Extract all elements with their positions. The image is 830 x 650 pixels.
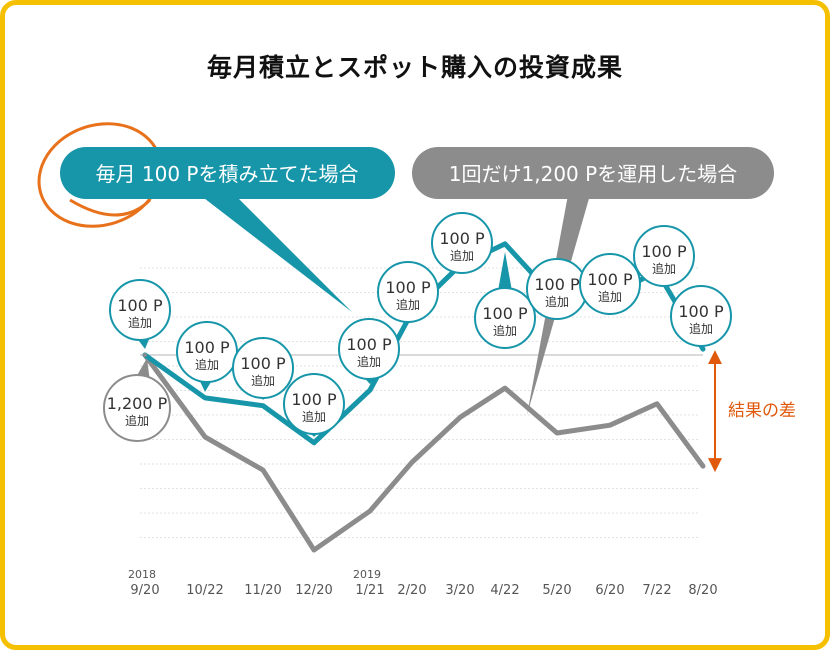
monthly-bubble-6: 100 P追加 bbox=[377, 261, 439, 323]
bubble-circle bbox=[431, 212, 493, 274]
bubble-amount: 100 P bbox=[240, 354, 286, 373]
bubble-amount: 100 P bbox=[439, 229, 485, 248]
x-tick-label: 12/20 bbox=[295, 583, 332, 598]
bubble-amount: 100 P bbox=[291, 390, 337, 409]
monthly-bubble-12: 100 P追加 bbox=[670, 285, 732, 347]
highlight-swoosh bbox=[69, 198, 152, 217]
bubble-circle bbox=[377, 261, 439, 323]
bubble-sub: 追加 bbox=[251, 373, 275, 388]
data-point-spot bbox=[655, 401, 659, 406]
bubble-pointer bbox=[498, 251, 512, 291]
bubble-circle bbox=[103, 374, 171, 442]
bubble-amount: 100 P bbox=[587, 270, 633, 289]
bubble-amount: 100 P bbox=[117, 296, 163, 315]
monthly-bubble-5: 100 P追加 bbox=[338, 318, 400, 385]
x-tick-label: 8/20 bbox=[688, 583, 717, 598]
monthly-callout-label: 毎月 100 Pを積み立てた場合 bbox=[96, 162, 359, 186]
monthly-bubble-10: 100 P追加 bbox=[579, 253, 641, 315]
bubble-sub: 追加 bbox=[125, 413, 149, 428]
bubble-circle bbox=[109, 279, 171, 341]
spot-callout-label: 1回だけ1,200 Pを運用した場合 bbox=[449, 162, 737, 186]
bubble-amount: 100 P bbox=[534, 275, 580, 294]
monthly-bubble-2: 100 P追加 bbox=[176, 321, 238, 392]
monthly-bubble-9: 100 P追加 bbox=[526, 258, 588, 320]
monthly-bubble-7: 100 P追加 bbox=[431, 212, 493, 274]
bubble-circle bbox=[283, 373, 345, 435]
bubble-sub: 追加 bbox=[128, 315, 152, 330]
x-tick-label: 4/22 bbox=[490, 583, 519, 598]
data-point-monthly bbox=[503, 241, 507, 246]
monthly-callout-bubble bbox=[60, 147, 395, 199]
spot-bubble: 1,200 P追加 bbox=[103, 358, 171, 442]
data-point-spot bbox=[203, 434, 207, 439]
bubble-sub: 追加 bbox=[195, 357, 219, 372]
bubble-sub: 追加 bbox=[302, 409, 326, 424]
bubble-circle bbox=[633, 225, 695, 287]
bubble-amount: 100 P bbox=[678, 302, 724, 321]
difference-layer: 結果の差 bbox=[708, 350, 796, 473]
data-point-spot bbox=[312, 548, 316, 552]
data-point-spot bbox=[701, 464, 705, 469]
data-point-spot bbox=[410, 460, 414, 465]
data-point-spot bbox=[143, 353, 147, 357]
difference-label: 結果の差 bbox=[728, 401, 796, 421]
bubble-amount: 1,200 P bbox=[107, 394, 168, 413]
bubble-sub: 追加 bbox=[396, 297, 420, 312]
data-point-monthly bbox=[312, 440, 316, 445]
x-tick-label: 11/20 bbox=[244, 583, 281, 598]
bubble-amount: 100 P bbox=[641, 242, 687, 261]
bubble-sub: 追加 bbox=[493, 323, 517, 338]
chart-title: 毎月積立とスポット購入の投資成果 bbox=[206, 53, 623, 82]
monthly-bubble-1: 100 P追加 bbox=[109, 279, 171, 349]
x-tick-label: 5/20 bbox=[542, 583, 571, 598]
spot-callout-bubble bbox=[412, 147, 774, 199]
bubble-sub: 追加 bbox=[357, 354, 381, 369]
bubble-sub: 追加 bbox=[450, 248, 474, 263]
x-tick-label: 2/20 bbox=[397, 583, 426, 598]
bubble-amount: 100 P bbox=[482, 304, 528, 323]
bubble-sub: 追加 bbox=[598, 289, 622, 304]
data-point-monthly bbox=[368, 388, 372, 393]
bubble-circle bbox=[579, 253, 641, 315]
bubble-amount: 100 P bbox=[184, 338, 230, 357]
data-point-spot bbox=[458, 415, 462, 420]
data-point-monthly bbox=[203, 395, 207, 400]
data-point-monthly bbox=[261, 403, 265, 408]
data-point-spot bbox=[608, 423, 612, 428]
x-tick-label: 9/20 bbox=[130, 583, 159, 598]
bubble-circle bbox=[474, 287, 536, 349]
x-tick-label: 1/21 bbox=[355, 583, 384, 598]
bubble-circle bbox=[338, 318, 400, 380]
x-tick-label: 3/20 bbox=[445, 583, 474, 598]
bubble-sub: 追加 bbox=[545, 294, 569, 309]
series-line-spot bbox=[142, 352, 706, 553]
bubble-amount: 100 P bbox=[385, 278, 431, 297]
x-tick-label: 7/22 bbox=[642, 583, 671, 598]
data-point-monthly bbox=[701, 347, 705, 352]
monthly-bubble-3: 100 P追加 bbox=[232, 337, 294, 400]
bubble-amount: 100 P bbox=[346, 335, 392, 354]
bubble-circle bbox=[670, 285, 732, 347]
tick-layer: 9/20 10/22 11/20 12/20 1/21 2/20 3/20 4/22 5/20 6… bbox=[128, 568, 718, 598]
monthly-callout-tail bbox=[200, 195, 352, 312]
monthly-bubble-8: 100 P追加 bbox=[474, 251, 536, 349]
x-tick-label: 6/20 bbox=[595, 583, 624, 598]
year-label: 2019 bbox=[353, 568, 381, 581]
data-point-spot bbox=[368, 509, 372, 513]
monthly-bubble-4: 100 P追加 bbox=[283, 373, 345, 437]
data-point-spot bbox=[555, 431, 559, 435]
data-point-spot bbox=[503, 386, 507, 391]
bubble-sub: 追加 bbox=[689, 321, 713, 336]
year-label: 2018 bbox=[128, 568, 156, 581]
bubble-sub: 追加 bbox=[652, 261, 676, 276]
bubble-circle bbox=[232, 337, 294, 399]
monthly-bubble-11: 100 P追加 bbox=[633, 225, 695, 287]
data-point-spot bbox=[261, 468, 265, 473]
x-tick-label: 10/22 bbox=[186, 583, 223, 598]
